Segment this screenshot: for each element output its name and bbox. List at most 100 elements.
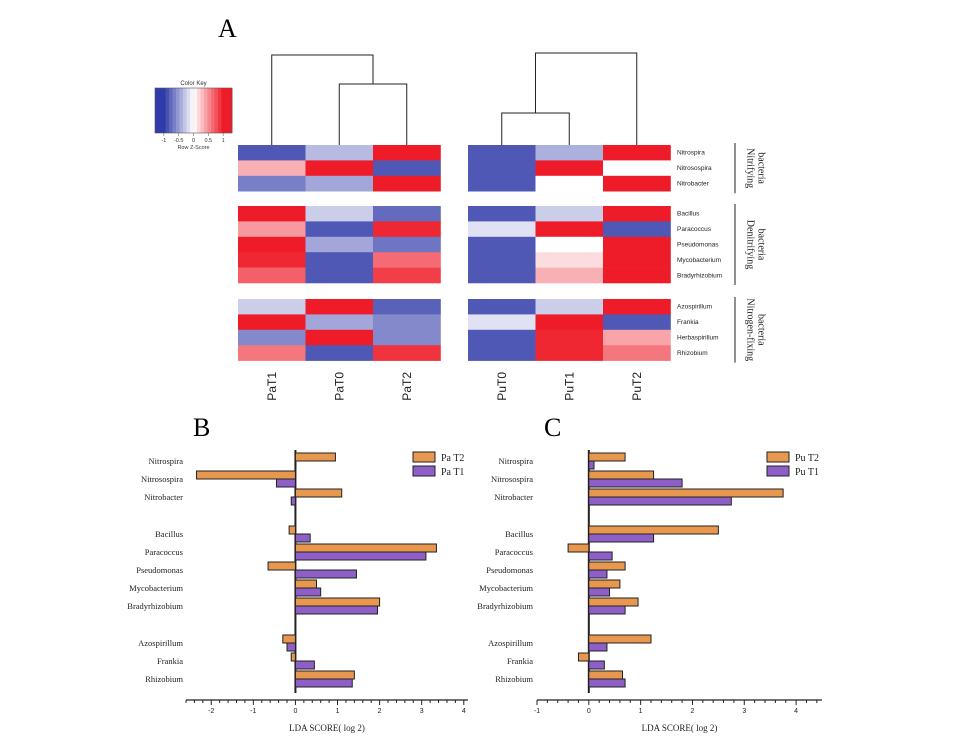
bar-pa-t2 <box>294 452 336 462</box>
bar-pa-t1 <box>294 460 297 470</box>
heatmap-cell <box>468 329 536 346</box>
category-label: Azospirillum <box>138 638 183 648</box>
x-tick-label: 1 <box>336 708 340 715</box>
bar-pu-t1 <box>588 587 611 597</box>
heatmap-cell <box>305 236 374 253</box>
heatmap-cell <box>603 329 671 346</box>
x-tick-label: 2 <box>378 708 382 715</box>
x-tick-label: 3 <box>742 708 746 715</box>
heatmap-row-label: Azospirillum <box>677 304 712 311</box>
legend-label: Pu T2 <box>795 453 819 464</box>
heatmap-cell <box>305 160 374 177</box>
heatmap-cell <box>238 236 306 253</box>
heatmap-cell <box>603 175 671 192</box>
heatmap-cell <box>468 221 536 238</box>
category-label: Nitrobacter <box>144 492 183 502</box>
bar-pu-t1 <box>588 551 613 561</box>
category-label: Frankia <box>157 656 183 666</box>
category-label: Mycobacterium <box>479 583 533 593</box>
bar-pa-t1 <box>294 533 311 543</box>
x-tick-label: 2 <box>691 708 695 715</box>
x-tick-label: 4 <box>462 708 466 715</box>
heatmap-cell <box>468 160 536 177</box>
heatmap-cell <box>535 329 604 346</box>
x-axis-label: LDA SCORE( log 2) <box>642 723 718 733</box>
color-key-cell <box>211 88 215 133</box>
category-label: Bacillus <box>155 529 183 539</box>
heatmap-cell <box>238 299 306 315</box>
color-key-cell <box>165 88 170 133</box>
heatmap-cell <box>468 206 536 222</box>
heatmap-cell <box>468 145 536 161</box>
legend-swatch <box>412 451 436 463</box>
heatmap-cell <box>373 236 441 253</box>
heatmap-cell <box>305 345 374 361</box>
heatmap-cell <box>305 329 374 346</box>
category-label: Bradyrhizobium <box>127 601 183 611</box>
heatmap-cell <box>535 145 604 161</box>
group-label: Nitrifying <box>745 148 756 188</box>
heatmap-cell <box>468 175 536 192</box>
heatmap-cell <box>535 206 604 222</box>
heatmap-cell <box>305 221 374 238</box>
heatmap-column-label: PaT2 <box>400 372 414 401</box>
bar-pa-t2 <box>267 561 296 571</box>
bar-pa-t1 <box>294 551 427 561</box>
heatmap-cell <box>603 160 671 177</box>
heatmap-cell <box>305 267 374 284</box>
heatmap-cell <box>305 252 374 268</box>
heatmap-cell <box>373 299 441 315</box>
heatmap-row-label: Nitrospira <box>677 150 705 157</box>
bar-pu-t1 <box>588 478 683 488</box>
category-label: Bradyrhizobium <box>477 601 533 611</box>
dendrogram-branch <box>271 54 374 145</box>
heatmap-cell <box>535 221 604 238</box>
color-key-cell <box>172 88 177 133</box>
heatmap-column-label: PaT1 <box>265 372 279 401</box>
legend-swatch <box>766 465 790 477</box>
category-label: Nitrospira <box>149 456 184 466</box>
heatmap-cell <box>603 252 671 268</box>
bar-pa-t2 <box>294 597 381 607</box>
heatmap-cell <box>535 160 604 177</box>
heatmap-cell <box>305 175 374 192</box>
color-key-cell <box>162 88 166 133</box>
bar-pa-t2 <box>282 634 296 644</box>
heatmap-cell <box>238 314 306 331</box>
heatmap-row-label: Nitrobacter <box>677 181 710 188</box>
heatmap-cell <box>373 145 441 161</box>
heatmap-cell <box>603 236 671 253</box>
legend-label: Pu T1 <box>795 467 819 478</box>
bar-pa-t1 <box>294 660 315 670</box>
bar-pa-t1 <box>290 496 296 506</box>
category-label: Nitrobacter <box>494 492 533 502</box>
category-label: Paracoccus <box>145 547 183 557</box>
heatmap-cell <box>535 252 604 268</box>
x-tick-label: 4 <box>794 708 798 715</box>
x-tick-label: 1 <box>639 708 643 715</box>
color-key-cell <box>204 88 208 133</box>
heatmap-cell <box>373 329 441 346</box>
bar-pa-t1 <box>294 587 322 597</box>
x-tick-label: -1 <box>250 708 256 715</box>
color-key-cell <box>179 88 184 133</box>
color-key-tick-label: -1 <box>161 138 166 144</box>
heatmap-cell <box>305 314 374 331</box>
x-tick-label: 3 <box>420 708 424 715</box>
heatmap-cell <box>535 267 604 284</box>
heatmap-cell <box>305 206 374 222</box>
heatmap-cell <box>305 145 374 161</box>
heatmap-cell <box>373 175 441 192</box>
color-key-cell <box>183 88 187 133</box>
x-tick-label: 0 <box>587 708 591 715</box>
heatmap-row-label: Nitrosospira <box>677 165 712 172</box>
color-key-cell <box>207 88 212 133</box>
color-key-cell <box>228 88 233 133</box>
category-label: Nitrospira <box>499 456 534 466</box>
heatmap-cell <box>373 267 441 284</box>
heatmap-cell <box>468 314 536 331</box>
color-key-cell <box>214 88 219 133</box>
bar-pa-t1 <box>286 642 296 652</box>
color-key-tick-label: -0.5 <box>174 138 183 144</box>
heatmap-cell <box>373 160 441 177</box>
